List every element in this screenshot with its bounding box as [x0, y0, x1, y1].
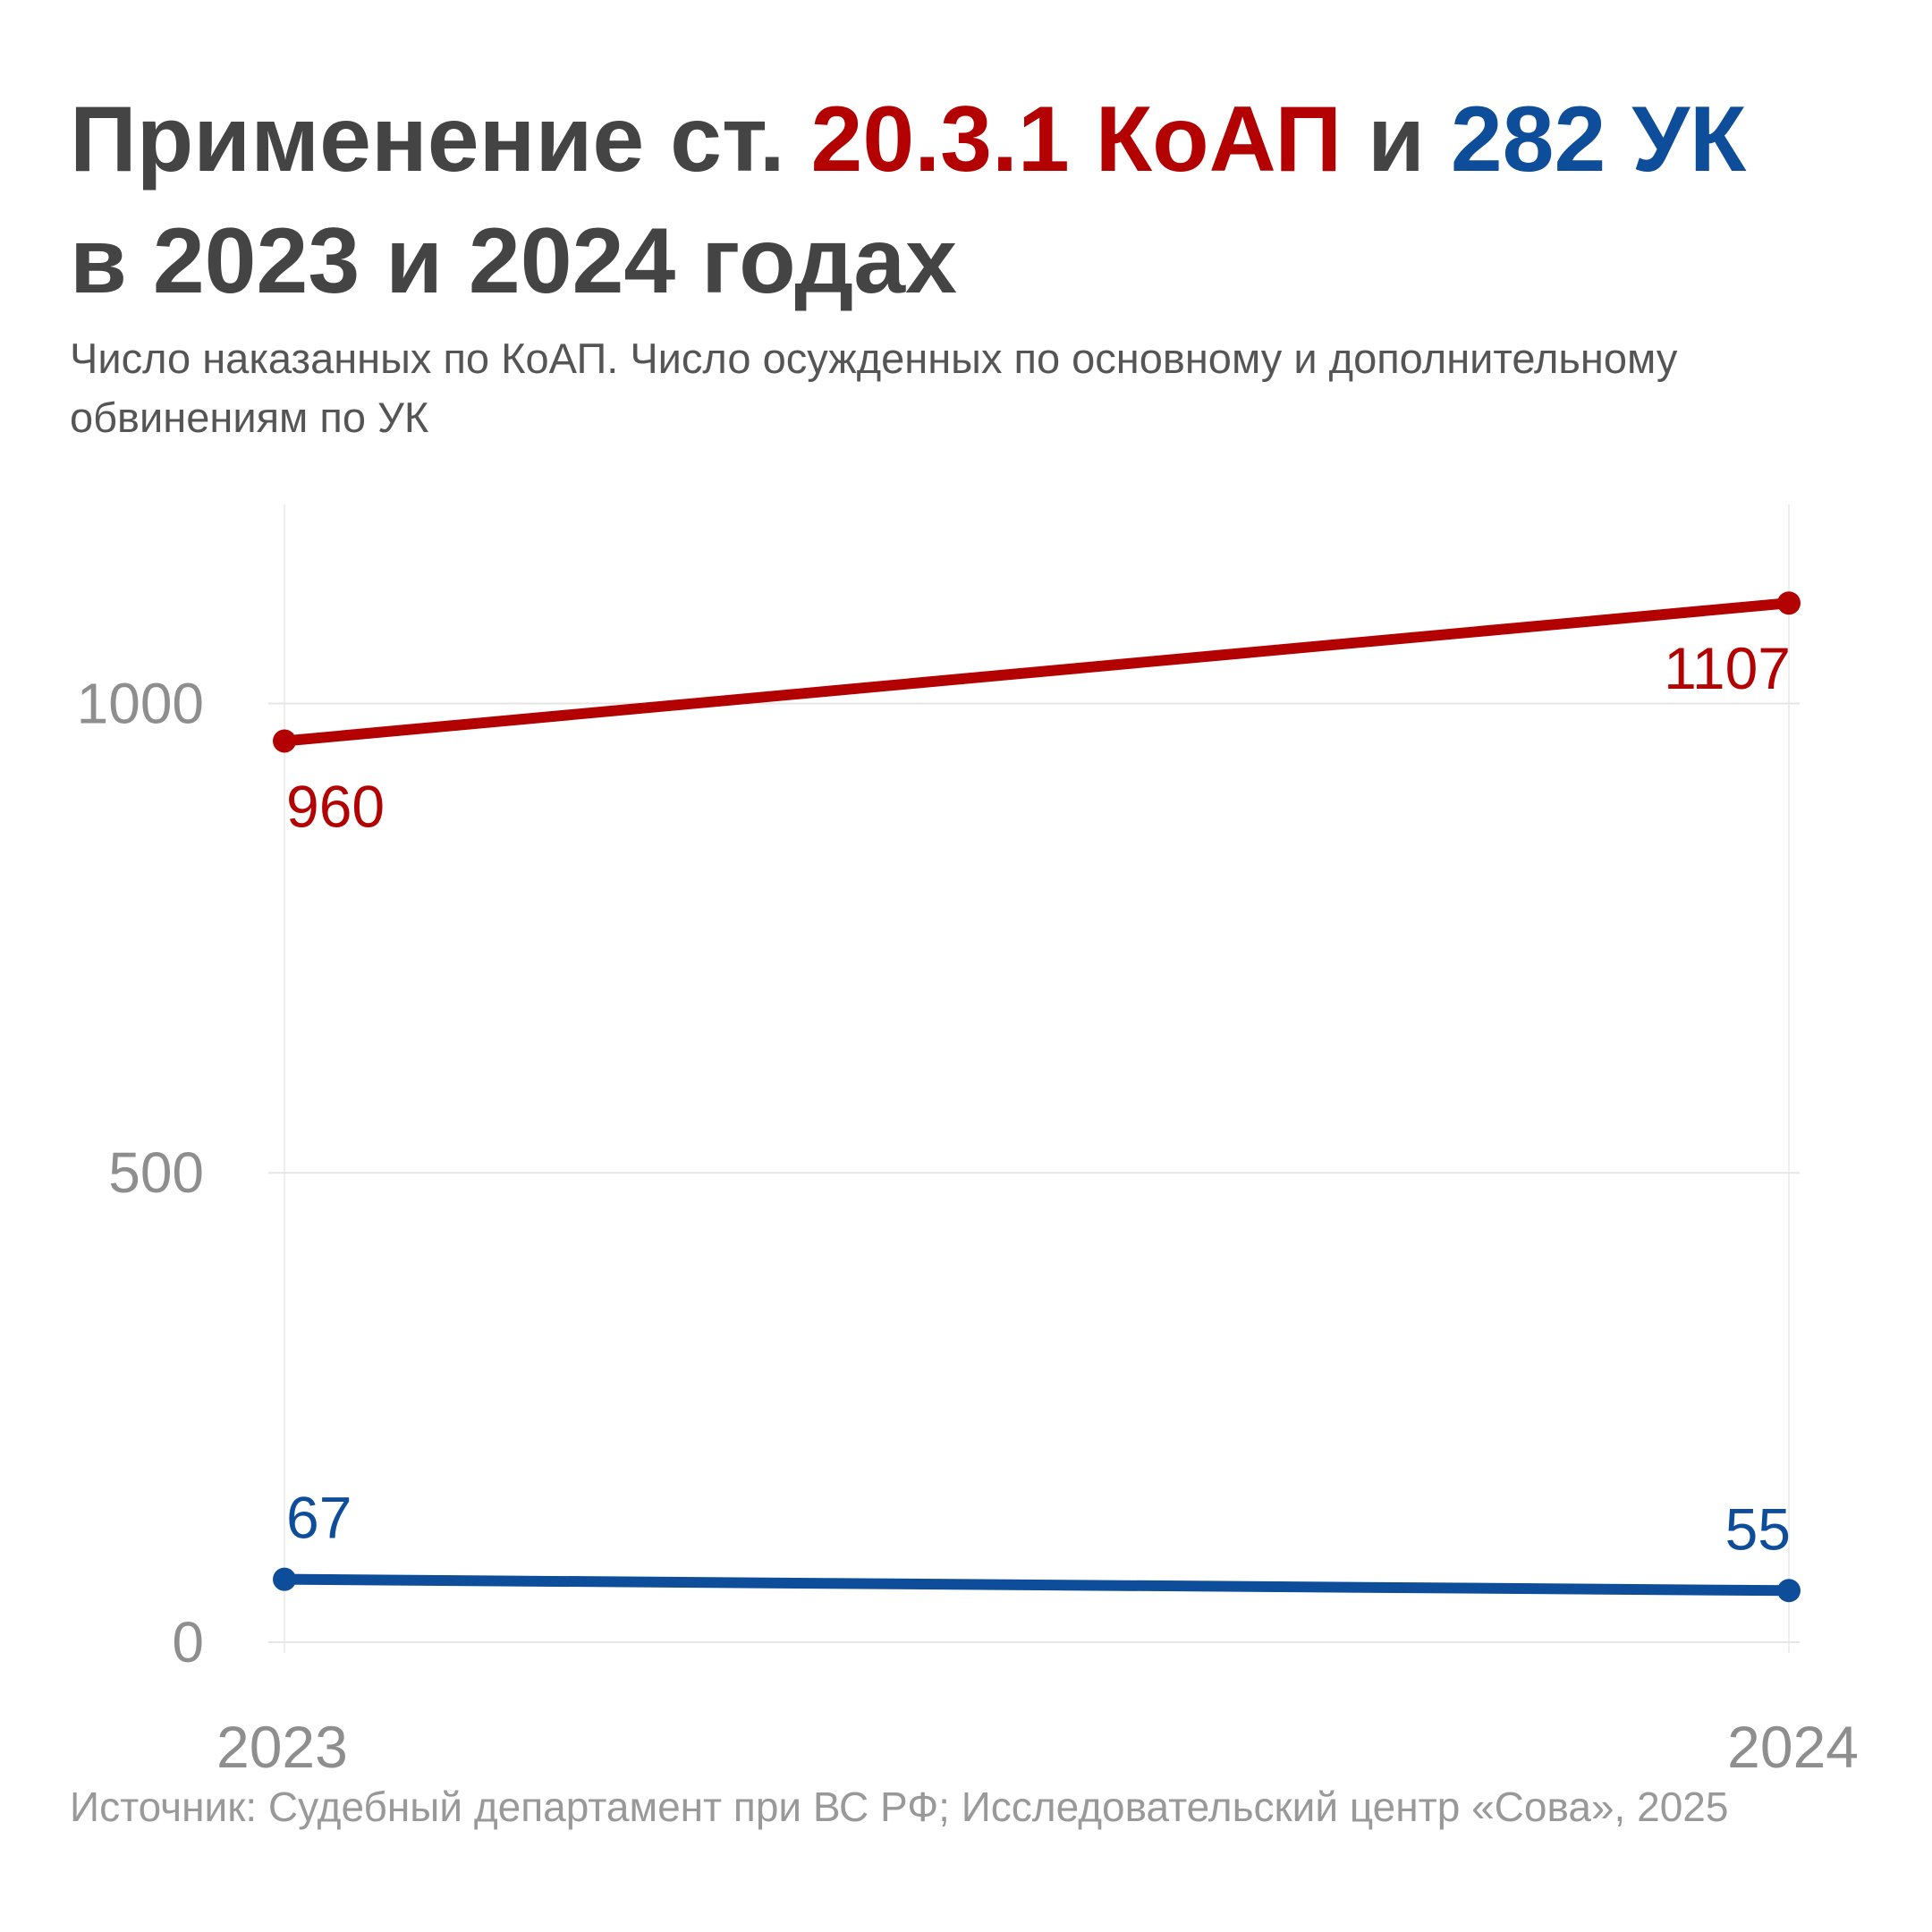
data-label: 960 — [286, 773, 385, 839]
title-text-1: Применение ст. — [70, 88, 811, 191]
data-label: 55 — [1725, 1496, 1791, 1562]
source-note: Источник: Судебный департамент при ВС РФ… — [70, 1784, 1729, 1830]
chart-subtitle: Число наказанных по КоАП. Число осужденн… — [70, 335, 1678, 441]
series-line — [279, 597, 1794, 747]
series-point — [1777, 591, 1801, 615]
y-tick-label: 500 — [108, 1140, 204, 1205]
data-label: 67 — [286, 1485, 352, 1551]
x-tick-label: 2024 — [1727, 1714, 1859, 1780]
title-uk-highlight: 282 УК — [1450, 88, 1747, 191]
series-point — [1777, 1579, 1801, 1603]
data-label: 1107 — [1664, 635, 1791, 701]
title-text-3: в 2023 и 2024 годах — [70, 209, 957, 313]
series-point — [273, 1567, 296, 1591]
x-tick-label: 2023 — [216, 1714, 348, 1780]
series-line — [279, 1573, 1794, 1597]
series-point — [273, 729, 296, 753]
chart-title: Применение ст. 20.3.1 КоАП и 282 УК в 202… — [70, 79, 1894, 322]
title-text-2: и — [1342, 88, 1451, 191]
y-tick-label: 1000 — [77, 671, 204, 735]
title-koap-highlight: 20.3.1 КоАП — [810, 88, 1343, 191]
y-tick-label: 0 — [172, 1610, 204, 1674]
